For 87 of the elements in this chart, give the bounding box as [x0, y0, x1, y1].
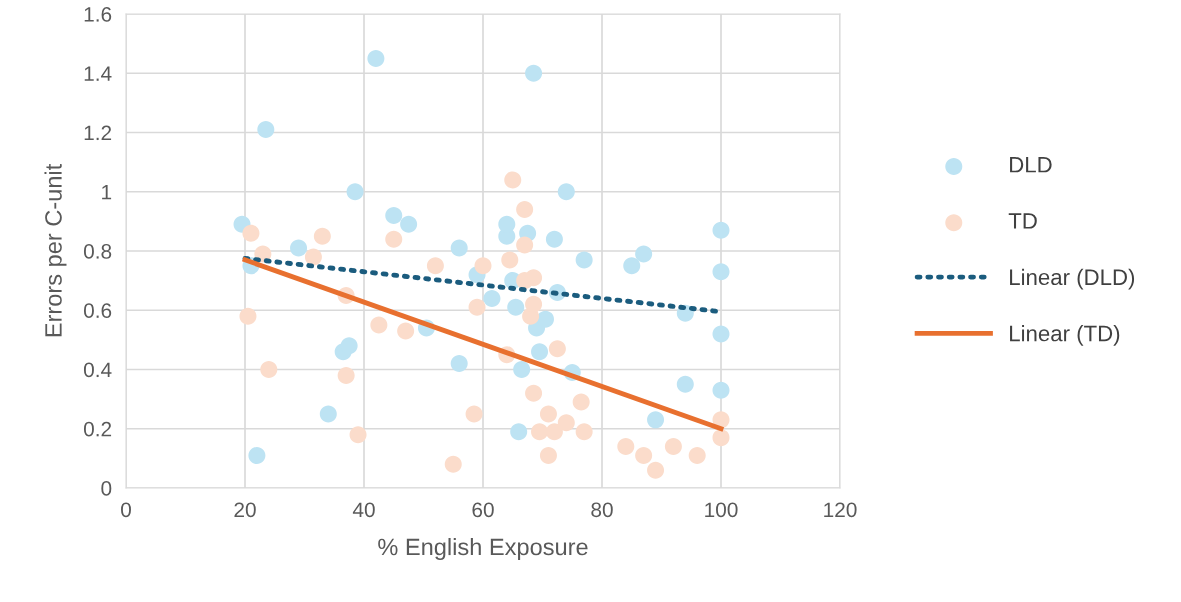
point — [635, 446, 653, 464]
point — [712, 221, 730, 239]
point — [450, 355, 468, 373]
legend-label: DLD — [1010, 157, 1052, 173]
point — [400, 215, 418, 233]
point — [575, 251, 593, 269]
y-tick-label: 1.6 — [84, 7, 112, 22]
x-tick-label: 80 — [591, 502, 613, 518]
point — [712, 429, 730, 447]
point — [426, 257, 444, 275]
point — [557, 414, 575, 432]
point — [513, 360, 531, 379]
point — [349, 426, 367, 444]
x-axis-title: % English Exposure — [378, 537, 588, 560]
point — [248, 446, 266, 464]
point — [501, 251, 519, 269]
point — [712, 381, 730, 399]
point — [319, 405, 337, 423]
point — [340, 337, 358, 355]
y-tick-label: 0.8 — [83, 244, 112, 259]
point — [313, 227, 331, 245]
point — [257, 121, 275, 139]
legend-label: Linear (TD) — [1010, 325, 1120, 346]
point — [676, 375, 694, 393]
x-tick-label: 20 — [234, 502, 256, 518]
x-tick-label: 100 — [705, 502, 738, 518]
point — [557, 183, 575, 201]
point — [516, 201, 534, 219]
point — [474, 257, 492, 275]
y-tick-label: 0.4 — [83, 362, 112, 378]
point — [536, 310, 554, 328]
point — [525, 64, 543, 82]
point — [444, 455, 462, 473]
point — [688, 446, 706, 464]
point — [539, 446, 557, 464]
point — [337, 366, 355, 384]
point — [575, 423, 593, 441]
x-tick-label: 120 — [824, 502, 857, 518]
point — [370, 316, 388, 334]
point — [397, 322, 415, 340]
point — [385, 206, 403, 224]
point — [623, 257, 641, 275]
y-tick-label: 0.6 — [83, 303, 112, 318]
x-tick-label: 0 — [121, 502, 131, 518]
point — [548, 340, 566, 358]
point — [531, 423, 549, 441]
point — [664, 438, 682, 456]
point — [483, 289, 501, 307]
point — [507, 298, 525, 316]
point — [242, 224, 260, 242]
y-axis-title: Errors per C-unit — [44, 163, 67, 337]
point — [465, 405, 483, 423]
point — [239, 307, 257, 325]
point — [504, 171, 522, 189]
point — [260, 360, 278, 379]
point — [572, 393, 590, 411]
point — [346, 183, 364, 201]
y-tick-label: 1 — [102, 184, 112, 200]
y-tick-label: 0.2 — [83, 421, 112, 437]
point — [635, 245, 653, 263]
point — [290, 239, 308, 257]
legend-label: Linear (DLD) — [1010, 268, 1135, 290]
point — [539, 405, 557, 423]
point — [617, 438, 635, 456]
y-tick-label: 0 — [101, 481, 112, 496]
point — [450, 239, 468, 257]
point — [525, 269, 543, 287]
y-tick-label: 1.4 — [84, 66, 112, 81]
point — [545, 423, 563, 441]
y-tick-label: 1.2 — [84, 125, 112, 141]
point — [468, 298, 486, 316]
legend-label: TD — [1008, 213, 1037, 229]
x-tick-label: 60 — [472, 502, 494, 518]
point — [712, 325, 730, 343]
point — [367, 49, 385, 67]
point — [712, 263, 730, 281]
point — [525, 295, 543, 313]
point — [385, 230, 403, 248]
x-tick-label: 40 — [352, 502, 375, 518]
point — [647, 461, 665, 479]
point — [510, 423, 528, 441]
point — [545, 230, 563, 248]
point — [647, 411, 665, 429]
point — [304, 248, 322, 266]
point — [525, 384, 543, 402]
point — [516, 236, 534, 254]
point — [531, 343, 549, 361]
